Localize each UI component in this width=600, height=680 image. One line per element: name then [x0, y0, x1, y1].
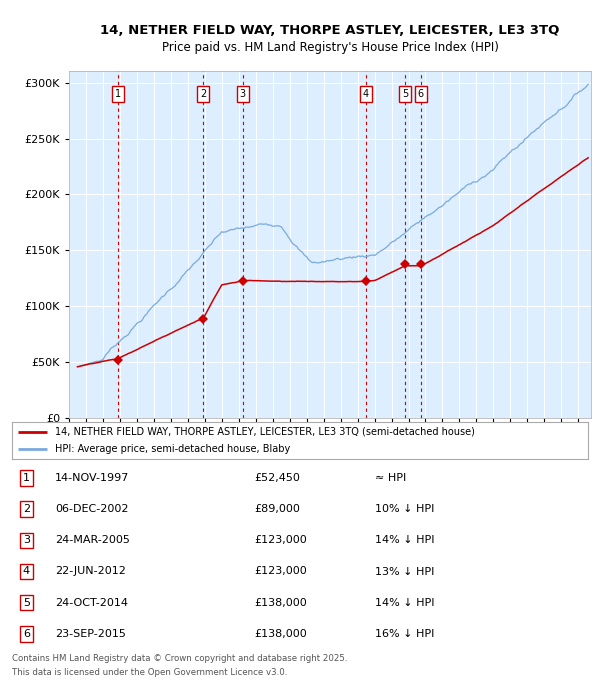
Text: 24-MAR-2005: 24-MAR-2005 [55, 535, 130, 545]
Text: 16% ↓ HPI: 16% ↓ HPI [375, 629, 434, 639]
Text: 3: 3 [23, 535, 30, 545]
Text: 13% ↓ HPI: 13% ↓ HPI [375, 566, 434, 577]
Text: 2: 2 [23, 504, 30, 514]
Text: 14% ↓ HPI: 14% ↓ HPI [375, 598, 434, 608]
Text: 22-JUN-2012: 22-JUN-2012 [55, 566, 126, 577]
Text: 14, NETHER FIELD WAY, THORPE ASTLEY, LEICESTER, LE3 3TQ: 14, NETHER FIELD WAY, THORPE ASTLEY, LEI… [100, 24, 560, 37]
Text: £138,000: £138,000 [254, 629, 307, 639]
Text: £138,000: £138,000 [254, 598, 307, 608]
Text: £123,000: £123,000 [254, 535, 307, 545]
Text: £123,000: £123,000 [254, 566, 307, 577]
Text: 2: 2 [200, 89, 206, 99]
Text: HPI: Average price, semi-detached house, Blaby: HPI: Average price, semi-detached house,… [55, 444, 290, 454]
Text: 1: 1 [23, 473, 30, 483]
Text: 6: 6 [23, 629, 30, 639]
Text: 5: 5 [23, 598, 30, 608]
Text: 1: 1 [115, 89, 121, 99]
Text: £89,000: £89,000 [254, 504, 300, 514]
Text: 06-DEC-2002: 06-DEC-2002 [55, 504, 128, 514]
Text: Price paid vs. HM Land Registry's House Price Index (HPI): Price paid vs. HM Land Registry's House … [161, 41, 499, 54]
Text: 10% ↓ HPI: 10% ↓ HPI [375, 504, 434, 514]
Text: 14-NOV-1997: 14-NOV-1997 [55, 473, 130, 483]
Text: Contains HM Land Registry data © Crown copyright and database right 2025.: Contains HM Land Registry data © Crown c… [12, 654, 347, 663]
Text: This data is licensed under the Open Government Licence v3.0.: This data is licensed under the Open Gov… [12, 668, 287, 677]
Text: ≈ HPI: ≈ HPI [375, 473, 406, 483]
Text: 14% ↓ HPI: 14% ↓ HPI [375, 535, 434, 545]
Text: 4: 4 [362, 89, 368, 99]
Text: 23-SEP-2015: 23-SEP-2015 [55, 629, 126, 639]
Text: £52,450: £52,450 [254, 473, 300, 483]
Text: 24-OCT-2014: 24-OCT-2014 [55, 598, 128, 608]
Text: 4: 4 [23, 566, 30, 577]
Text: 14, NETHER FIELD WAY, THORPE ASTLEY, LEICESTER, LE3 3TQ (semi-detached house): 14, NETHER FIELD WAY, THORPE ASTLEY, LEI… [55, 426, 475, 437]
Text: 6: 6 [418, 89, 424, 99]
Text: 5: 5 [402, 89, 409, 99]
Text: 3: 3 [239, 89, 246, 99]
